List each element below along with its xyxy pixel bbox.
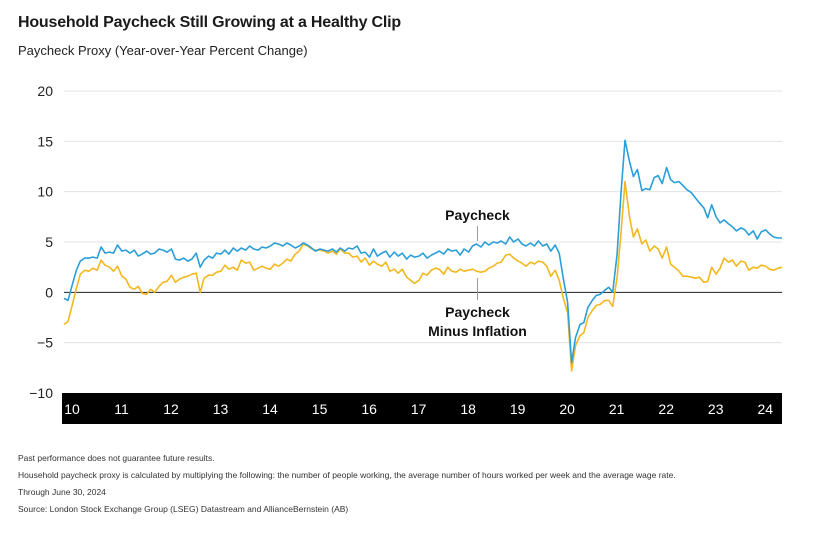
series-line <box>63 139 782 364</box>
x-tick-label: 24 <box>757 401 773 417</box>
y-tick-label: 20 <box>37 83 53 99</box>
x-axis-band <box>62 393 782 424</box>
paycheck-label: Paycheck <box>445 207 510 223</box>
footnotes: Past performance does not guarantee futu… <box>18 450 676 518</box>
line-chart: 20 15 10 5 0 −5 −10 10 11 12 13 14 15 16 17 18 19 20 21 22… <box>29 83 783 424</box>
y-tick-label: 5 <box>45 234 53 250</box>
chart-title: Household Paycheck Still Growing at a He… <box>18 14 401 31</box>
paycheck-minus-inflation-label-line2: Minus Inflation <box>428 323 527 339</box>
x-tick-label: 13 <box>213 401 229 417</box>
x-tick-label: 20 <box>559 401 575 417</box>
x-tick-label: 22 <box>658 401 674 417</box>
x-tick-label: 19 <box>510 401 526 417</box>
gridlines <box>64 90 782 344</box>
y-tick-label: 0 <box>45 284 53 300</box>
footnote: Household paycheck proxy is calculated b… <box>18 470 676 480</box>
x-tick-label: 12 <box>163 401 179 417</box>
y-axis-ticks: 20 15 10 5 0 −5 −10 <box>29 83 53 401</box>
series-line <box>63 180 783 372</box>
x-tick-label: 16 <box>361 401 377 417</box>
x-tick-label: 15 <box>312 401 328 417</box>
footnote: Through June 30, 2024 <box>18 487 106 497</box>
x-tick-label: 10 <box>64 401 80 417</box>
footnote: Source: London Stock Exchange Group (LSE… <box>18 504 349 514</box>
x-tick-label: 23 <box>708 401 724 417</box>
series-lines <box>63 139 783 372</box>
x-tick-label: 18 <box>460 401 476 417</box>
x-axis-ticks: 10 11 12 13 14 15 16 17 18 19 20 21 22 23 24 <box>64 401 773 417</box>
y-tick-label: −5 <box>37 335 53 351</box>
y-tick-label: 15 <box>37 133 53 149</box>
y-tick-label: −10 <box>29 385 53 401</box>
paycheck-minus-inflation-label-line1: Paycheck <box>445 304 510 320</box>
x-tick-label: 11 <box>114 401 129 417</box>
x-tick-label: 14 <box>262 401 278 417</box>
y-tick-label: 10 <box>37 184 53 200</box>
chart-subtitle: Paycheck Proxy (Year-over-Year Percent C… <box>18 43 308 58</box>
footnote: Past performance does not guarantee futu… <box>18 453 215 463</box>
x-tick-label: 21 <box>609 401 625 417</box>
x-tick-label: 17 <box>411 401 427 417</box>
